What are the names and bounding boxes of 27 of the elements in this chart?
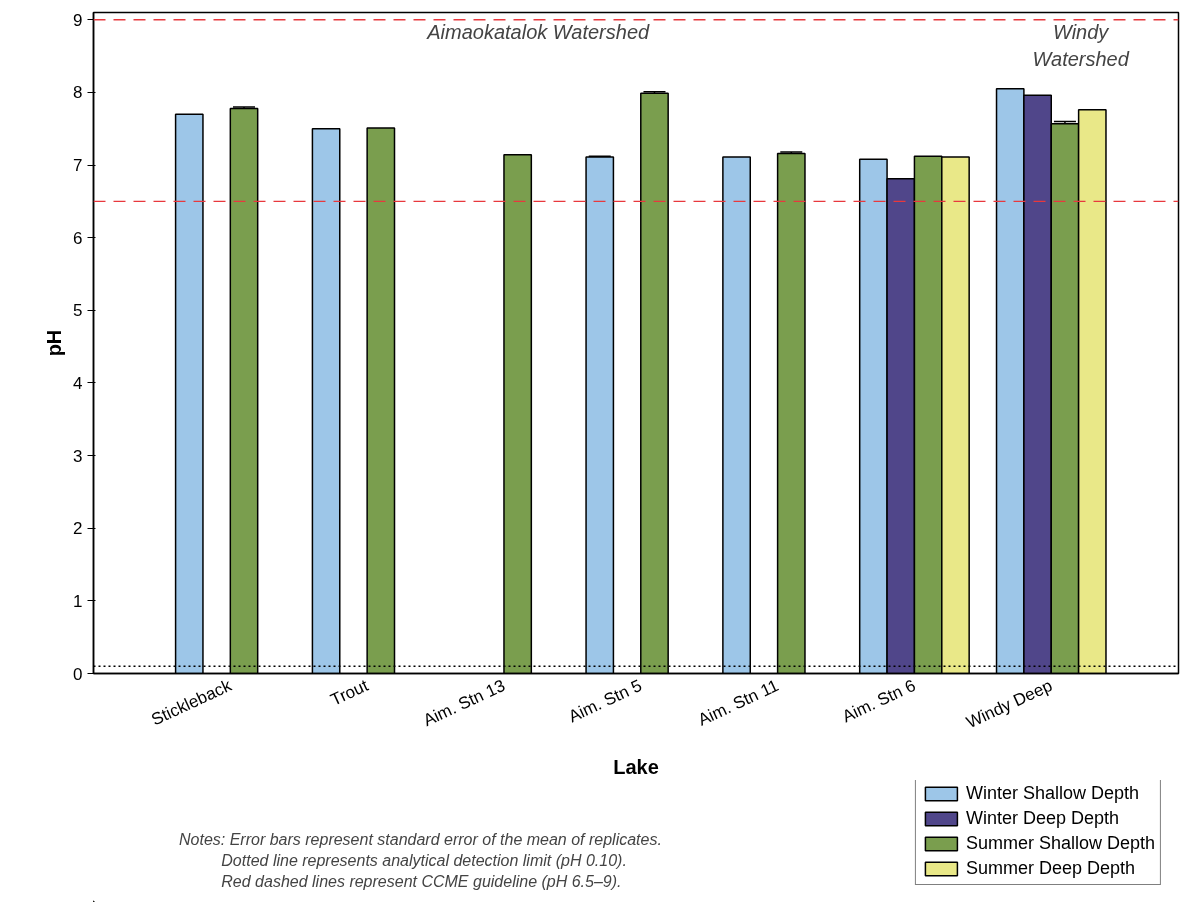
y-tick-label: 0 — [73, 664, 83, 684]
x-axis-title: Lake — [613, 755, 659, 778]
legend-label: Winter Deep Depth — [965, 808, 1119, 829]
y-tick-label: 1 — [73, 591, 83, 611]
y-tick-label: 4 — [73, 373, 83, 393]
x-tick-label: Aim. Stn 13 — [420, 675, 508, 731]
y-tick-label: 5 — [73, 301, 83, 321]
text: Red dashed lines represent CCME guideline (pH 6.5–9). — [221, 872, 622, 890]
legend-label: Summer Deep Depth — [965, 858, 1135, 879]
x-tick-label: Trout — [327, 675, 372, 710]
annotation: Windy Watershed — [1032, 21, 1130, 70]
annotation: Aimaokatalok Watershed — [426, 21, 651, 44]
y-tick-label: 7 — [73, 156, 83, 176]
y-tick-label: 8 — [73, 83, 83, 103]
text: Notes: Error bars represent standard error of the mean of replicates. — [179, 830, 662, 848]
x-tick-label: Aim. Stn 11 — [695, 675, 782, 730]
x-tick-label: Windy Deep — [963, 675, 1056, 733]
legend-label: Summer Shallow Depth — [965, 833, 1155, 854]
y-tick-label: 9 — [73, 10, 83, 30]
y-tick-label: 3 — [73, 446, 83, 466]
y-tick-label: 2 — [73, 519, 83, 539]
text: Dotted line represents analytical detection limit (pH 0.10). — [221, 851, 627, 869]
x-tick-label: Aim. Stn 5 — [565, 675, 645, 727]
legend-label: Winter Shallow Depth — [965, 783, 1139, 804]
y-axis-title: pH — [43, 329, 66, 357]
x-tick-label: Aim. Stn 6 — [839, 675, 919, 727]
y-tick-label: 6 — [73, 228, 83, 248]
